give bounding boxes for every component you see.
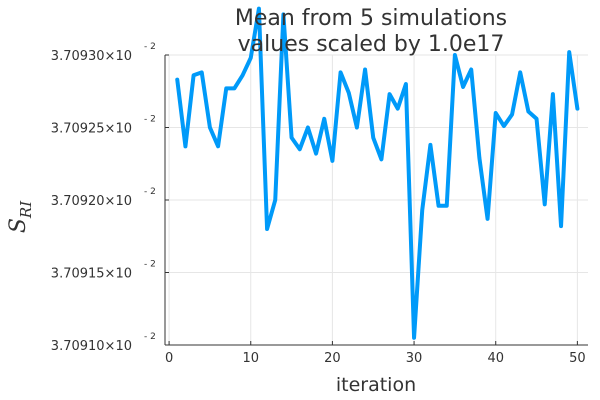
y-tick-exponent: - 2 — [144, 42, 156, 52]
y-tick-exponent: - 2 — [144, 187, 156, 197]
y-tick-label: 3.70915×10 — [51, 267, 132, 282]
svg-text:SRI: SRI — [6, 200, 35, 233]
x-tick-label: 10 — [242, 351, 259, 366]
series-points — [177, 8, 578, 338]
series-line — [175, 6, 580, 340]
x-tick-label: 0 — [165, 351, 173, 366]
y-tick-exponent: - 2 — [144, 115, 156, 125]
x-tick-label: 20 — [324, 351, 341, 366]
y-tick-label: 3.70930×10 — [51, 49, 132, 64]
y-axis-label-main: S — [6, 218, 31, 233]
y-axis-label-subscript: RI — [17, 200, 35, 219]
y-tick-label: 3.70925×10 — [51, 122, 132, 137]
y-tick-label: 3.70910×10 — [51, 339, 132, 354]
x-tick-label: 50 — [569, 351, 586, 366]
y-tick-exponent: - 2 — [144, 332, 156, 342]
chart-title-line-2: values scaled by 1.0e17 — [238, 32, 505, 57]
y-axis-label: SRI — [6, 200, 35, 233]
tick-labels: 0 10 20 30 40 50 3.70910×10 - 2 3.70915×10 - 2 3.7… — [51, 42, 586, 366]
y-tick-label: 3.70920×10 — [51, 194, 132, 209]
x-axis-label: iteration — [336, 374, 416, 396]
chart-title-line-1: Mean from 5 simulations — [235, 6, 507, 31]
x-tick-label: 30 — [406, 351, 423, 366]
y-tick-exponent: - 2 — [144, 260, 156, 270]
x-tick-label: 40 — [487, 351, 504, 366]
